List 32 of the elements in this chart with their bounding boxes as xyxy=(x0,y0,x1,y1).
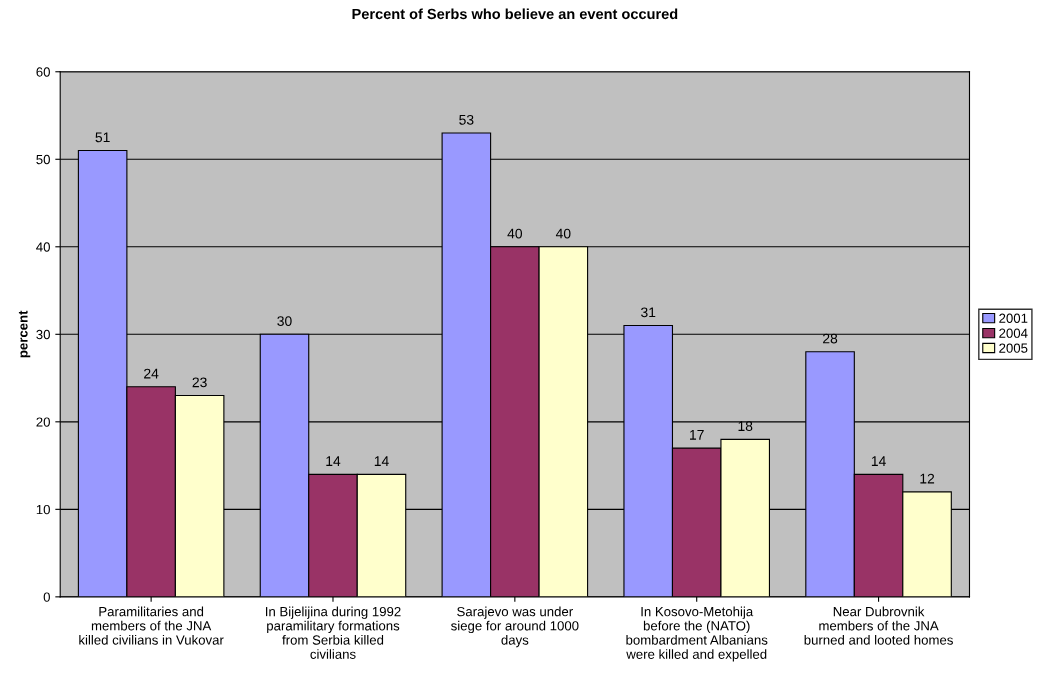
data-label: 12 xyxy=(920,473,935,484)
x-tick-label: Near Dubrovnik members of the JNA burned and looted homes xyxy=(804,606,953,645)
y-tick-label: 10 xyxy=(36,504,50,515)
x-tick-label: Sarajevo was under siege for around 1000 days xyxy=(451,606,579,648)
data-label: 14 xyxy=(374,456,389,466)
legend-label: 2005 xyxy=(999,343,1028,353)
data-label: 28 xyxy=(823,333,838,344)
legend-label: 2001 xyxy=(999,313,1028,323)
data-label: 30 xyxy=(277,316,292,326)
y-tick-label: 60 xyxy=(36,67,50,77)
legend-label: 2004 xyxy=(999,328,1028,338)
y-tick-label: 30 xyxy=(36,329,50,340)
data-label: 18 xyxy=(738,421,753,432)
data-label: 17 xyxy=(690,430,704,440)
x-tick-label: In Kosovo-Metohija before the (NATO) bombardment Albanians were killed and expelled xyxy=(626,606,768,662)
data-label: 40 xyxy=(555,228,571,239)
data-label: 51 xyxy=(95,132,110,143)
x-tick-label: Paramilitaries and members of the JNA killed civilians in Vukovar xyxy=(79,606,224,645)
y-tick-label: 20 xyxy=(36,417,50,427)
y-tick-label: 50 xyxy=(36,154,50,165)
y-tick-label: 40 xyxy=(36,242,50,252)
data-label: 53 xyxy=(459,114,474,125)
data-label: 31 xyxy=(641,307,656,318)
data-label: 14 xyxy=(871,456,886,466)
y-tick-label: 0 xyxy=(43,592,50,602)
x-tick-label: In Bijelijina during 1992 paramilitary formations from Serbia killed civilians xyxy=(266,606,401,659)
y-axis-title: percent xyxy=(18,310,31,358)
data-label: 14 xyxy=(326,456,341,466)
data-label: 40 xyxy=(507,228,523,239)
chart-title: Percent of Serbs who believe an event occured xyxy=(352,8,678,20)
data-label: 24 xyxy=(144,368,159,379)
data-label: 23 xyxy=(192,377,207,388)
